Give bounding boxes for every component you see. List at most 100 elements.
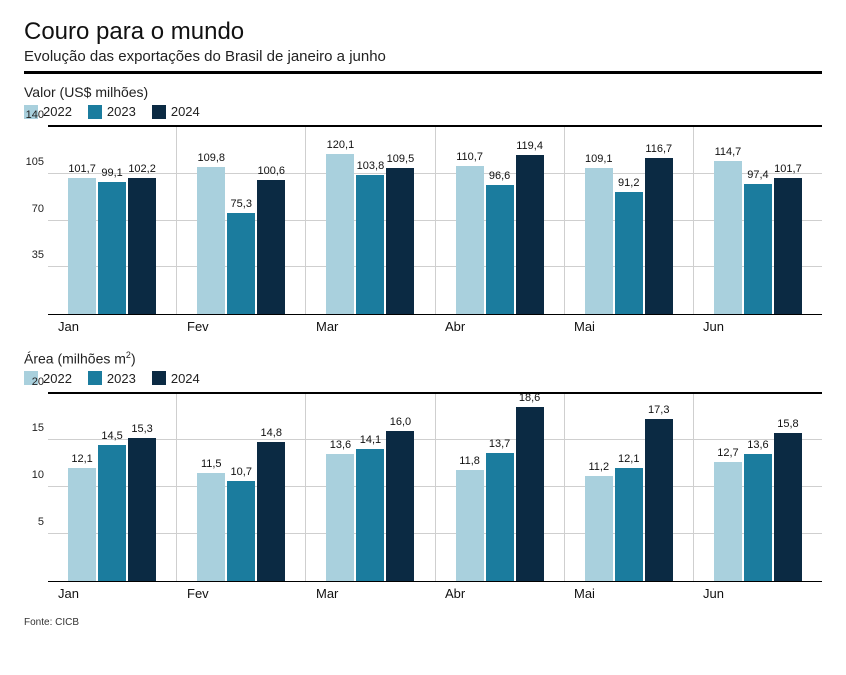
bar-group: 12,114,515,3 <box>48 394 176 581</box>
bar: 13,7 <box>486 453 514 581</box>
legend-item: 2024 <box>152 104 200 119</box>
bar-group: 101,799,1102,2 <box>48 127 176 314</box>
x-category-label: Mar <box>306 315 435 334</box>
bar: 103,8 <box>356 175 384 314</box>
legend-label: 2024 <box>171 104 200 119</box>
bar: 109,8 <box>197 167 225 314</box>
bar: 109,1 <box>585 168 613 314</box>
bar: 91,2 <box>615 192 643 314</box>
bar: 11,2 <box>585 476 613 581</box>
bar-value-label: 103,8 <box>357 160 385 172</box>
bar-value-label: 12,7 <box>717 447 738 459</box>
bar: 116,7 <box>645 158 673 314</box>
bar: 100,6 <box>257 180 285 314</box>
bar-value-label: 96,6 <box>489 170 510 182</box>
bar: 15,3 <box>128 438 156 581</box>
bar-value-label: 12,1 <box>618 453 639 465</box>
bar-value-label: 17,3 <box>648 404 669 416</box>
bar: 15,8 <box>774 433 802 581</box>
bar-group: 109,191,2116,7 <box>564 127 693 314</box>
bar-value-label: 75,3 <box>231 198 252 210</box>
bar-group: 13,614,116,0 <box>305 394 434 581</box>
bar-value-label: 102,2 <box>128 163 156 175</box>
bar: 110,7 <box>456 166 484 314</box>
legend-item: 2024 <box>152 371 200 386</box>
bar-value-label: 109,8 <box>197 152 225 164</box>
ytick-label: 20 <box>24 376 44 388</box>
legend: 2022 2023 2024 <box>24 371 822 386</box>
bar-value-label: 12,1 <box>71 453 92 465</box>
x-category-label: Jun <box>693 582 822 601</box>
bar-group: 109,8 75,3 100,6 <box>176 127 305 314</box>
ytick-label: 140 <box>24 109 44 121</box>
bar: 10,7 <box>227 481 255 581</box>
bar: 119,4 <box>516 155 544 314</box>
bar: 13,6 <box>326 454 354 581</box>
bar: 16,0 <box>386 431 414 581</box>
bar: 102,2 <box>128 178 156 315</box>
source-text: Fonte: CICB <box>24 617 822 628</box>
bar: 13,6 <box>744 454 772 581</box>
x-category-label: Fev <box>177 582 306 601</box>
bar-value-label: 11,8 <box>459 455 480 467</box>
x-category-label: Abr <box>435 582 564 601</box>
bar: 17,3 <box>645 419 673 581</box>
bar-value-label: 14,8 <box>261 427 282 439</box>
legend-item: 2023 <box>88 371 136 386</box>
bar-group: 114,797,4101,7 <box>693 127 822 314</box>
chart-ylabel: Valor (US$ milhões) <box>24 84 822 100</box>
ytick-label: 70 <box>24 203 44 215</box>
legend-label: 2022 <box>43 104 72 119</box>
x-category-label: Jan <box>48 315 177 334</box>
bar: 14,1 <box>356 449 384 581</box>
bar-value-label: 18,6 <box>519 392 540 404</box>
bar-value-label: 119,4 <box>516 140 543 152</box>
legend-label: 2022 <box>43 371 72 386</box>
bar-value-label: 109,1 <box>585 153 613 165</box>
bar: 12,7 <box>714 462 742 581</box>
bar: 99,1 <box>98 182 126 314</box>
legend-label: 2023 <box>107 371 136 386</box>
x-category-label: Fev <box>177 315 306 334</box>
bar-value-label: 100,6 <box>257 165 285 177</box>
legend-swatch-icon <box>88 371 102 385</box>
bar-group: 12,713,615,8 <box>693 394 822 581</box>
x-category-label: Jan <box>48 582 177 601</box>
bar: 11,8 <box>456 470 484 580</box>
bar: 14,5 <box>98 445 126 581</box>
bar-value-label: 13,7 <box>489 438 510 450</box>
bar-value-label: 120,1 <box>327 139 355 151</box>
bar-value-label: 11,5 <box>201 458 222 470</box>
legend-swatch-icon <box>152 371 166 385</box>
x-category-label: Mar <box>306 582 435 601</box>
bar-group: 120,1103,8109,5 <box>305 127 434 314</box>
bar-value-label: 101,7 <box>774 163 802 175</box>
bar: 109,5 <box>386 168 414 314</box>
ytick-label: 105 <box>24 156 44 168</box>
ytick-label: 35 <box>24 249 44 261</box>
charts-container: Valor (US$ milhões) 2022 2023 2024 35 70 105 14… <box>24 84 822 601</box>
bar-group: 110,796,6119,4 <box>435 127 564 314</box>
bar: 11,5 <box>197 473 225 581</box>
bar-value-label: 101,7 <box>68 163 96 175</box>
ytick-label: 5 <box>24 516 44 528</box>
bar-value-label: 15,3 <box>131 423 152 435</box>
page-title: Couro para o mundo <box>24 18 822 46</box>
bar: 96,6 <box>486 185 514 314</box>
legend-label: 2024 <box>171 371 200 386</box>
bar-group: 11,510,714,8 <box>176 394 305 581</box>
chart-block-0: Valor (US$ milhões)202220232024357010514… <box>24 84 822 334</box>
x-axis: JanFevMarAbrMaiJun <box>48 582 822 601</box>
bar-value-label: 10,7 <box>231 466 252 478</box>
bar-value-label: 91,2 <box>618 177 639 189</box>
bar: 12,1 <box>615 468 643 581</box>
bar: 18,6 <box>516 407 544 581</box>
bar-value-label: 110,7 <box>456 151 483 163</box>
x-category-label: Mai <box>564 315 693 334</box>
plot-area: 510152012,114,515,311,510,714,813,614,11… <box>48 392 822 582</box>
x-category-label: Jun <box>693 315 822 334</box>
divider <box>24 71 822 74</box>
bar: 120,1 <box>326 154 354 314</box>
bar-value-label: 99,1 <box>101 167 122 179</box>
chart-block-1: Área (milhões m2)202220232024510152012,1… <box>24 350 822 601</box>
